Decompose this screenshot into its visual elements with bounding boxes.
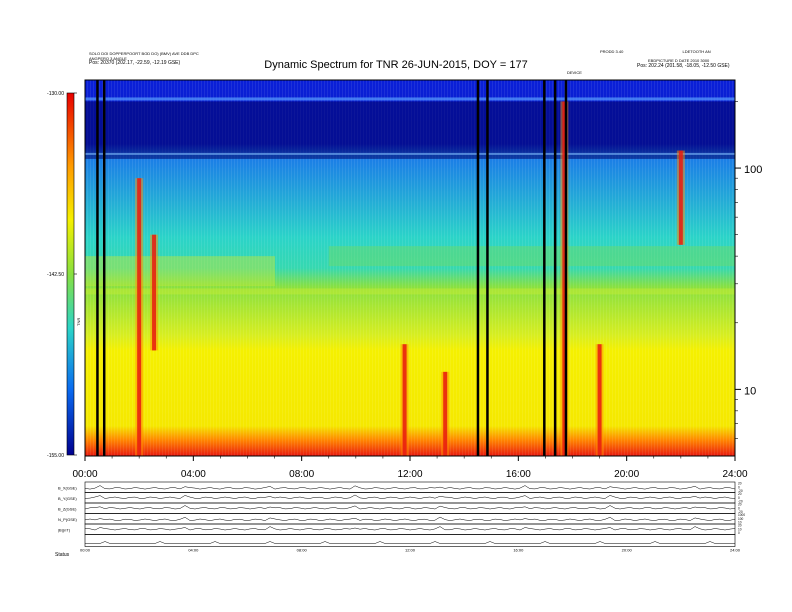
- dark-band: [85, 101, 735, 159]
- data-gap-line: [102, 80, 106, 456]
- spectrum-bands: [85, 97, 735, 295]
- panel-frame: [84, 502, 736, 514]
- panel-right-tick-label: -20: [738, 489, 743, 493]
- header-left-line: ANGPERO 3 ANGLE: [89, 56, 127, 61]
- panel-trace: [85, 541, 735, 544]
- header-right-line: LDETOOTH AN: [682, 49, 711, 54]
- panel-label: B_X(GSE): [58, 485, 77, 490]
- panel-label: B_Z(GSE): [58, 506, 77, 511]
- panel-right-tick-label: 20: [738, 482, 742, 486]
- panel-right-tick-label: 10: [738, 521, 742, 525]
- panel-right-tick-label: 20: [738, 503, 742, 507]
- data-gap-line: [476, 80, 480, 456]
- panel-x-tick-label: 04:00: [188, 548, 199, 553]
- panel-trace: [84, 494, 736, 499]
- panel-label: |B|(nT): [58, 527, 71, 532]
- panel-trace: [84, 505, 736, 510]
- x-tick-label: 16:00: [506, 469, 531, 480]
- header-left: SOLO DOI DOPPERPOORT BOD DO) (BMV) AVE D…: [89, 51, 199, 66]
- panel-right-tick-label: 0: [738, 531, 740, 535]
- x-tick-label: 08:00: [289, 469, 314, 480]
- bright-line: [85, 97, 735, 101]
- x-tick-label: 04:00: [181, 469, 206, 480]
- burst-core: [597, 344, 602, 456]
- panel-right-tick-label: 20: [738, 492, 742, 496]
- colorbar-ticks: -130.00 -142.50 -155.00: [47, 91, 77, 459]
- y-tick-label: 10: [744, 385, 756, 397]
- colorbar: [66, 92, 75, 456]
- colorbar-tick-label: -130.00: [47, 91, 64, 97]
- header-left-line: SOLO DOI DOPPERPOORT BOD DO) (BMV) AVE D…: [89, 51, 199, 56]
- chart-title: Dynamic Spectrum for TNR 26-JUN-2015, DO…: [264, 59, 528, 71]
- panel-x-tick-label: 16:00: [513, 548, 524, 553]
- panel-x-tick-label: 00:00: [80, 548, 91, 553]
- panel-label: N_P(GSE): [58, 517, 78, 522]
- panel-frame: [84, 534, 736, 547]
- data-gap-line: [564, 80, 568, 456]
- burst-core: [562, 101, 567, 456]
- green-patch: [328, 246, 735, 267]
- event-label: DEVICE: [567, 70, 582, 75]
- panel-label: B_Y(GSE): [58, 496, 77, 501]
- bright-line: [85, 152, 735, 155]
- spectrogram-image: [85, 80, 735, 456]
- burst-core: [402, 344, 407, 456]
- burst-core: [443, 371, 448, 456]
- panel-trace: [84, 526, 736, 531]
- panel-x-tick-label: 12:00: [405, 548, 416, 553]
- emission-line: [85, 288, 735, 295]
- data-gap-line: [543, 80, 546, 456]
- y-axis-right: 100 10: [735, 101, 762, 439]
- data-gap-line: [486, 80, 489, 456]
- panel-frame: [84, 513, 736, 525]
- burst-core: [678, 150, 683, 245]
- burst-core: [137, 178, 142, 456]
- burst-core: [152, 234, 157, 351]
- x-tick-label: 20:00: [614, 469, 639, 480]
- header-right-line: EBDPICTURE D DATE 2010 3000: [648, 58, 710, 63]
- panel-trace: [84, 516, 736, 521]
- panel-x-tick-label: 24:00: [730, 548, 741, 553]
- header-left-line: Pos: 20370 (202.17, -22.59, -12.19 GSE): [89, 60, 181, 66]
- panel-right-tick-label: 100: [738, 517, 744, 521]
- footer-status-label: Status: [55, 552, 70, 558]
- panel-right-tick-label: 0: [738, 506, 740, 510]
- header-right-top: PRODD 3.40 LDETOOTH AN: [600, 49, 711, 54]
- header-right-line: Pos: 202.24 (201.58, -18.05, -12.50 GSE): [637, 63, 730, 69]
- panel-right-tick-label: -20: [738, 510, 743, 514]
- panel-right-tick-label: 10: [738, 527, 742, 531]
- panel-right-tick-label: 0: [738, 485, 740, 489]
- panel-right-tick-label: 20: [738, 524, 742, 528]
- data-gaps: [96, 80, 568, 456]
- panel-frame: [84, 481, 736, 493]
- colorbar-gradient: [66, 92, 75, 456]
- y-tick-label: 100: [744, 164, 762, 176]
- colorbar-tick-label: -142.50: [47, 272, 64, 278]
- green-patch: [85, 256, 275, 287]
- header-right-line: PRODD 3.40: [600, 49, 624, 54]
- panel-right-tick-label: 1000: [738, 513, 745, 517]
- x-tick-label: 12:00: [397, 469, 422, 480]
- panel-right-tick-label: 0: [738, 496, 740, 500]
- radio-bursts: [135, 101, 685, 456]
- data-gap-line: [553, 80, 557, 456]
- data-gap-line: [96, 80, 99, 456]
- x-tick-label: 24:00: [722, 469, 747, 480]
- parameter-panels: B_X(GSE)200-20B_Y(GSE)200-20B_Z(GSE)200-…: [58, 482, 745, 553]
- x-axis: 00:00 04:00 08:00 12:00 16:00 20:00 24:00: [72, 456, 748, 480]
- panel-x-tick-label: 20:00: [622, 548, 633, 553]
- colorbar-label: TNR: [76, 318, 81, 326]
- panel-right-tick-label: -20: [738, 500, 743, 504]
- panel-x-tick-label: 08:00: [297, 548, 308, 553]
- panel-trace: [84, 485, 736, 490]
- colorbar-tick-label: -155.00: [47, 453, 64, 459]
- x-tick-label: 00:00: [72, 469, 97, 480]
